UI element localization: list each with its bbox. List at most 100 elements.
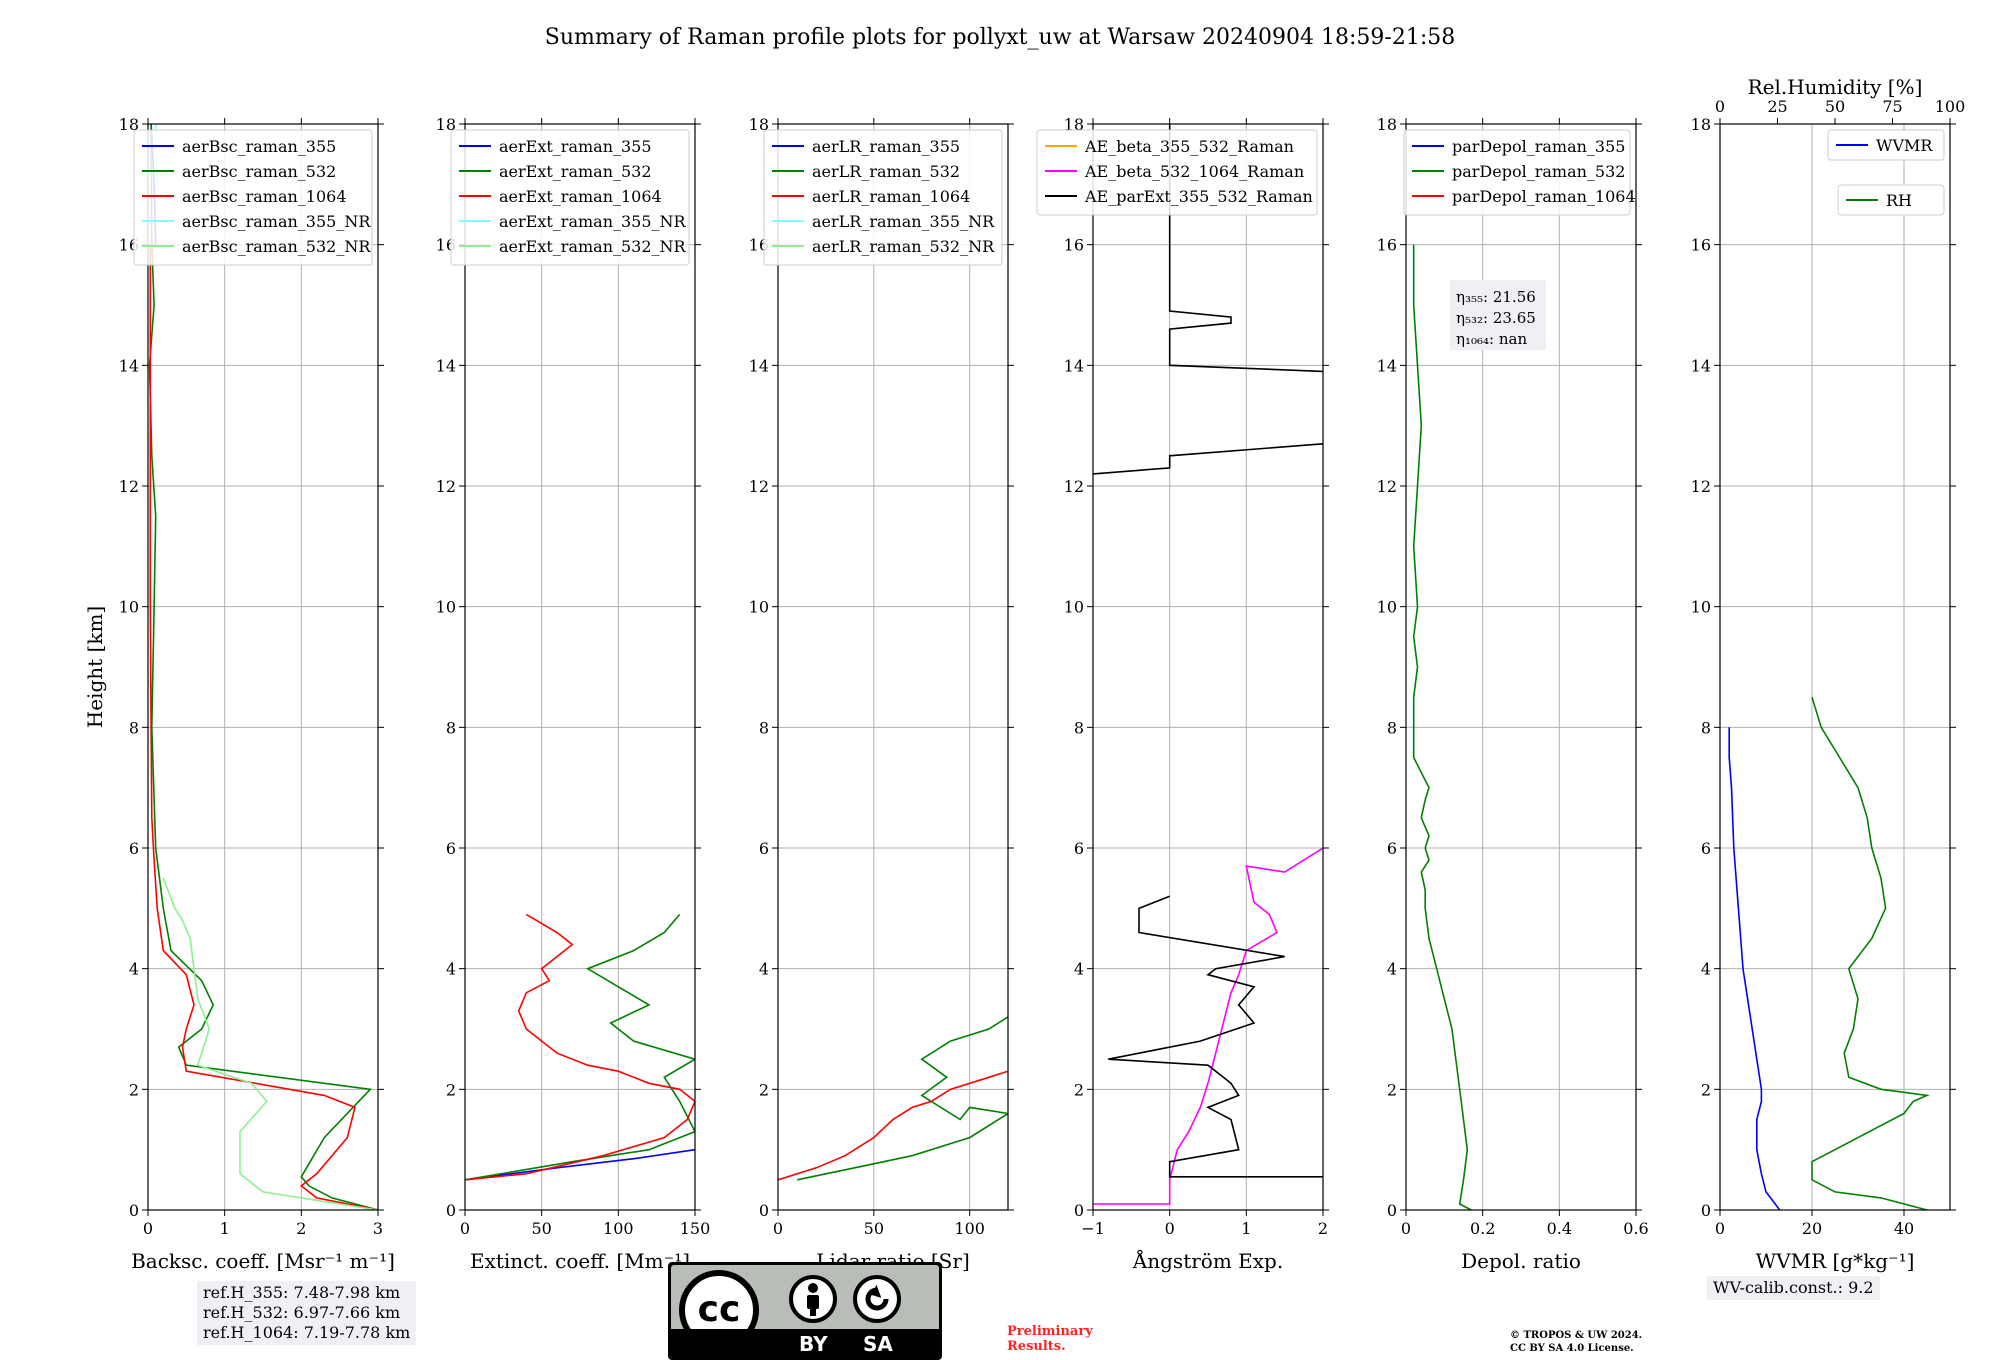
y-tick-label: 0 xyxy=(1701,1201,1711,1220)
legend-box: aerLR_raman_355 aerLR_raman_532 aerLR_rama… xyxy=(763,129,1003,266)
y-tick-label: 14 xyxy=(1377,356,1397,375)
y-tick-label: 12 xyxy=(749,477,769,496)
y-tick-label: 12 xyxy=(1691,477,1711,496)
y-tick-label: 16 xyxy=(1064,236,1084,255)
y-tick-label: 4 xyxy=(759,960,769,979)
legend-label: aerLR_raman_532_NR xyxy=(812,237,995,256)
series-line-aerExt_raman_355 xyxy=(465,1148,695,1181)
legend-frame xyxy=(1036,129,1318,216)
x-tick-label: 0 xyxy=(1715,1219,1725,1238)
axes-frame xyxy=(1405,123,1637,1211)
panel-dep: 0 0.2 0.4 0.6 0 2 4 6 8 10 12 14 16 18 Depol. ratio par… xyxy=(1377,115,1649,1273)
legend-label: aerExt_raman_532_NR xyxy=(499,237,687,256)
series-line-aerBsc_raman_1064 xyxy=(149,244,378,1210)
legend-label: parDepol_raman_355 xyxy=(1452,137,1625,156)
y-tick-label: 6 xyxy=(759,839,769,858)
legend-label: aerBsc_raman_355_NR xyxy=(182,212,371,231)
y-axis-label: Height [km] xyxy=(83,606,107,728)
figure-title: Summary of Raman profile plots for polly… xyxy=(545,25,1455,50)
x-axis-label: Backsc. coeff. [Msr⁻¹ m⁻¹] xyxy=(131,1249,395,1273)
x-tick-label: 0 xyxy=(460,1219,470,1238)
series-line-aerLR_raman_1064 xyxy=(778,1070,1008,1181)
x2-tick-label: 75 xyxy=(1882,97,1902,116)
y-tick-label: 0 xyxy=(759,1201,769,1220)
y-tick-label: 0 xyxy=(1074,1201,1084,1220)
copyright-note: © TROPOS & UW 2024. CC BY SA 4.0 License… xyxy=(1510,1330,1643,1354)
annotation-line: η₅₃₂: 23.65 xyxy=(1456,309,1536,327)
legend-box: aerExt_raman_355 aerExt_raman_532 aerExt_r… xyxy=(450,129,690,266)
series-line-parDepol_raman_532 xyxy=(1412,244,1472,1210)
y-tick-label: 18 xyxy=(1377,115,1397,134)
series-group xyxy=(1728,696,1930,1210)
y-tick-label: 14 xyxy=(1064,356,1084,375)
axes-frame xyxy=(464,123,696,1211)
series-group xyxy=(1093,124,1323,1205)
series-group xyxy=(465,913,695,1181)
y-tick-label: 10 xyxy=(436,598,456,617)
x-tick-label: 2 xyxy=(296,1219,306,1238)
series-line-AE_parExt_355_532_Raman xyxy=(1108,895,1323,1178)
y-tick-label: 14 xyxy=(436,356,456,375)
y-tick-label: 6 xyxy=(129,839,139,858)
y-tick-label: 2 xyxy=(1074,1080,1084,1099)
y-tick-label: 10 xyxy=(749,598,769,617)
axes-frame xyxy=(147,123,379,1211)
y-tick-label: 8 xyxy=(759,718,769,737)
panel-wv: 0 20 40 0 2 4 6 8 10 12 14 16 18 WVMR [g*kg⁻¹] 0 25 50 75… xyxy=(1691,75,1966,1273)
y-tick-label: 6 xyxy=(1387,839,1397,858)
y-tick-label: 6 xyxy=(446,839,456,858)
legend-label: aerExt_raman_355 xyxy=(499,137,652,156)
series-line-aerExt_raman_1064 xyxy=(465,913,695,1181)
legend-frame xyxy=(1837,184,1945,216)
legend-label: AE_beta_355_532_Raman xyxy=(1084,137,1294,156)
y-tick-label: 2 xyxy=(446,1080,456,1099)
y-tick-label: 18 xyxy=(119,115,139,134)
refh-355: ref.H_355: 7.48-7.98 km xyxy=(203,1283,401,1302)
x-axis-label: Ångström Exp. xyxy=(1132,1248,1283,1273)
series-group xyxy=(1412,244,1472,1210)
y-tick-label: 8 xyxy=(446,718,456,737)
x-tick-label: 1 xyxy=(1241,1219,1251,1238)
annotation-line: η₃₅₅: 21.56 xyxy=(1456,288,1536,306)
y-tick-label: 4 xyxy=(129,960,139,979)
y-tick-label: 16 xyxy=(1377,236,1397,255)
y-tick-label: 2 xyxy=(129,1080,139,1099)
y-tick-label: 4 xyxy=(1387,960,1397,979)
y-tick-label: 0 xyxy=(129,1201,139,1220)
attribution-icon xyxy=(789,1275,837,1323)
x-tick-label: 2 xyxy=(1318,1219,1328,1238)
y-tick-label: 14 xyxy=(119,356,139,375)
x-tick-label: 100 xyxy=(603,1219,634,1238)
annotation-frame xyxy=(1450,280,1546,350)
x-axis-label: Depol. ratio xyxy=(1461,1249,1581,1273)
x-tick-label: 0 xyxy=(143,1219,153,1238)
series-group xyxy=(778,1016,1008,1181)
y-tick-label: 8 xyxy=(1074,718,1084,737)
legend-RH: RH xyxy=(1837,184,1945,216)
y-tick-label: 4 xyxy=(446,960,456,979)
x-tick-label: −1 xyxy=(1081,1219,1105,1238)
legend-label: aerLR_raman_355 xyxy=(812,137,960,156)
y-tick-label: 4 xyxy=(1074,960,1084,979)
refh-1064: ref.H_1064: 7.19-7.78 km xyxy=(203,1323,411,1342)
series-line-AE_beta_532_1064_Raman xyxy=(1093,847,1323,1205)
x-tick-label: 0.4 xyxy=(1547,1219,1572,1238)
cc-by-label: BY xyxy=(799,1332,828,1356)
x-axis-label: WVMR [g*kg⁻¹] xyxy=(1756,1249,1915,1273)
legend-label: WVMR xyxy=(1876,136,1933,155)
y-tick-label: 18 xyxy=(436,115,456,134)
x2-tick-label: 25 xyxy=(1767,97,1787,116)
legend-label: AE_parExt_355_532_Raman xyxy=(1084,187,1313,206)
legend-frame xyxy=(1403,129,1631,216)
y-tick-label: 10 xyxy=(1691,598,1711,617)
legend-label: parDepol_raman_532 xyxy=(1452,162,1625,181)
legend-label: aerBsc_raman_532_NR xyxy=(182,237,371,256)
x-tick-label: 50 xyxy=(864,1219,884,1238)
legend-frame xyxy=(133,129,373,266)
x-tick-label: 3 xyxy=(373,1219,383,1238)
x2-tick-label: 50 xyxy=(1825,97,1845,116)
legend-label: aerBsc_raman_532 xyxy=(182,162,336,181)
